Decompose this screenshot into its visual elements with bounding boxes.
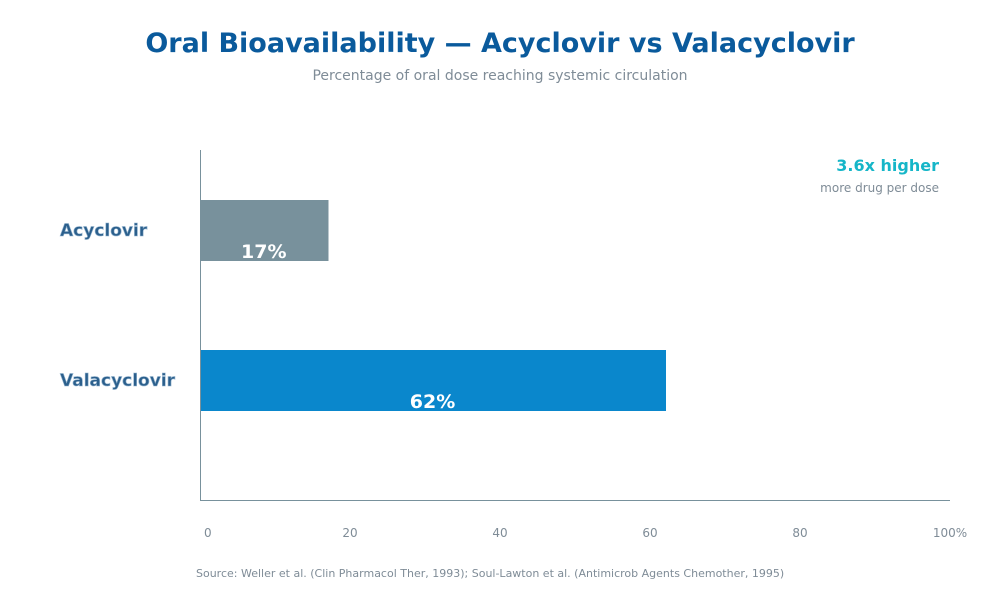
source-note: Source: Weller et al. (Clin Pharmacol Th…	[196, 567, 785, 580]
ticks-layer: 0 20 40 60 80 100%	[204, 526, 967, 540]
bar-valacyclovir	[201, 350, 666, 411]
x-tick-label: 20	[342, 526, 357, 540]
x-tick-label: 60	[642, 526, 657, 540]
callout-label: more drug per dose	[820, 181, 939, 195]
bars-layer	[201, 200, 666, 411]
chart-subtitle: Percentage of oral dose reaching systemi…	[312, 68, 688, 84]
x-tick-label: 0	[204, 526, 212, 540]
category-label-acyclovir: Acyclovir	[60, 221, 148, 241]
x-tick-label: 100%	[933, 526, 967, 540]
callout-value: 3.6x higher	[836, 156, 939, 175]
bar-acyclovir	[201, 200, 329, 261]
value-label-valacyclovir: 62%	[410, 391, 455, 413]
x-tick-label: 80	[792, 526, 807, 540]
chart-title: Oral Bioavailability — Acyclovir vs Vala…	[145, 28, 855, 59]
labels-layer: Acyclovir 17% Valacyclovir 62%	[60, 221, 456, 413]
value-label-acyclovir: 17%	[241, 241, 286, 263]
category-label-valacyclovir: Valacyclovir	[60, 371, 176, 391]
x-tick-label: 40	[492, 526, 507, 540]
